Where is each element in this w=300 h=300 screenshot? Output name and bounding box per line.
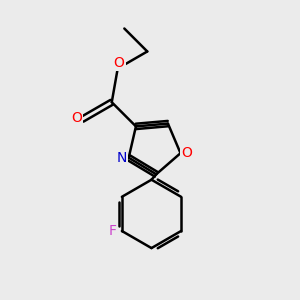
Text: O: O <box>114 56 124 70</box>
Text: O: O <box>71 111 82 125</box>
Text: O: O <box>182 146 193 160</box>
Text: F: F <box>108 224 116 238</box>
Text: N: N <box>117 151 127 165</box>
